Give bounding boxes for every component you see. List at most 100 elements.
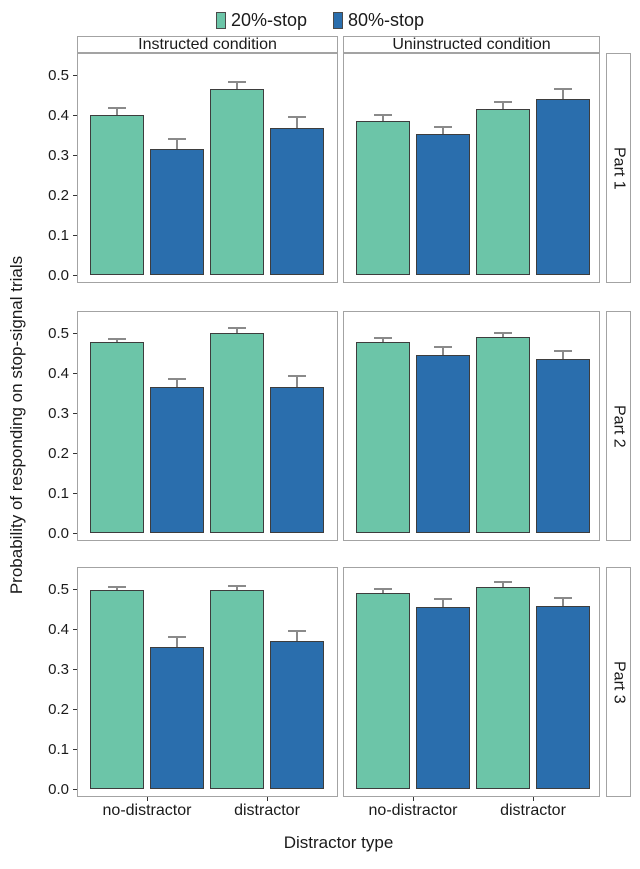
y-tick-mark: [73, 333, 77, 334]
y-tick-label: 0.1: [48, 741, 69, 758]
y-tick-mark: [73, 669, 77, 670]
error-bar-cap: [168, 377, 186, 380]
y-tick-mark: [73, 413, 77, 414]
y-tick-mark: [73, 235, 77, 236]
error-bar-cap: [374, 337, 392, 340]
x-tick-label-no-distractor: no-distractor: [368, 802, 458, 819]
error-bar-cap: [554, 88, 572, 91]
error-bar-cap: [168, 635, 186, 638]
facet-strip-part-2: Part 2: [606, 311, 631, 541]
y-tick-mark: [73, 709, 77, 710]
error-bar-stem: [296, 115, 298, 128]
error-bar-cap: [434, 598, 452, 601]
bar-no-distractor-20-stop: [356, 341, 410, 533]
x-tick-mark: [533, 797, 534, 801]
error-bar-cap: [554, 349, 572, 352]
error-bar-stem: [562, 88, 564, 99]
facet-strip-part-3: Part 3: [606, 567, 631, 797]
error-bar-cap: [228, 327, 246, 329]
y-tick-mark: [73, 589, 77, 590]
facet-strip-instructed-condition: Instructed condition: [77, 36, 338, 53]
error-bar-cap: [108, 586, 126, 589]
bar-no-distractor-80-stop: [150, 647, 204, 789]
error-bar-stem: [502, 581, 504, 587]
error-bar-stem: [442, 346, 444, 355]
teal-key-swatch-icon: [215, 11, 226, 29]
bar-distractor-80-stop: [536, 358, 590, 533]
y-tick-mark: [73, 275, 77, 276]
legend-label-20-stop: 20%-stop: [230, 10, 307, 30]
y-tick-mark: [73, 453, 77, 454]
bar-no-distractor-20-stop: [90, 589, 144, 789]
y-tick-label: 0.0: [48, 267, 69, 284]
error-bar-cap: [494, 331, 512, 334]
x-axis-title: Distractor type: [283, 833, 394, 852]
bar-distractor-80-stop: [270, 641, 324, 789]
error-bar-cap: [494, 101, 512, 104]
error-bar-cap: [108, 107, 126, 109]
bar-distractor-20-stop: [476, 109, 530, 275]
error-bar-stem: [442, 598, 444, 607]
y-tick-mark: [73, 789, 77, 790]
facet-strip-part-1: Part 1: [606, 53, 631, 283]
error-bar-cap: [374, 588, 392, 591]
bar-distractor-20-stop: [476, 337, 530, 533]
y-tick-label: 0.3: [48, 147, 69, 164]
y-tick-mark: [73, 629, 77, 630]
legend-item-80-stop: 80%-stop: [333, 11, 424, 29]
legend-item-20-stop: 20%-stop: [215, 10, 307, 30]
bar-no-distractor-80-stop: [150, 149, 204, 275]
y-tick-label: 0.0: [48, 781, 69, 798]
error-bar-cap: [108, 337, 126, 340]
bar-no-distractor-80-stop: [416, 354, 470, 533]
x-tick-mark: [147, 797, 148, 801]
error-bar-stem: [176, 137, 178, 149]
y-tick-mark: [73, 373, 77, 374]
y-tick-label: 0.2: [48, 187, 69, 204]
error-bar-cap: [374, 113, 392, 116]
y-tick-label: 0.2: [48, 701, 69, 718]
y-tick-label: 0.5: [48, 325, 69, 342]
x-tick-label-no-distractor: no-distractor: [102, 802, 192, 819]
x-tick-label-distractor: distractor: [234, 802, 300, 819]
error-bar-stem: [116, 107, 118, 115]
y-tick-label: 0.3: [48, 661, 69, 678]
y-tick-label: 0.4: [48, 621, 69, 638]
error-bar-stem: [176, 635, 178, 647]
y-tick-label: 0.4: [48, 365, 69, 382]
error-bar-cap: [434, 125, 452, 128]
legend: 20%-stop 80%-stop: [0, 7, 640, 33]
error-bar-stem: [562, 597, 564, 607]
bar-distractor-80-stop: [536, 606, 590, 789]
blue-key-swatch-icon: [333, 11, 343, 29]
y-tick-label: 0.4: [48, 107, 69, 124]
y-tick-label: 0.1: [48, 485, 69, 502]
error-bar-cap: [228, 80, 246, 83]
bar-distractor-20-stop: [210, 89, 264, 275]
error-bar-stem: [562, 349, 564, 359]
y-tick-label: 0.1: [48, 227, 69, 244]
y-tick-label: 0.0: [48, 525, 69, 542]
error-bar-stem: [176, 377, 178, 387]
y-tick-label: 0.2: [48, 445, 69, 462]
y-tick-label: 0.5: [48, 581, 69, 598]
error-bar-cap: [434, 346, 452, 349]
y-tick-mark: [73, 195, 77, 196]
y-tick-mark: [73, 115, 77, 116]
error-bar-cap: [288, 115, 306, 118]
bar-no-distractor-80-stop: [150, 387, 204, 533]
error-bar-stem: [382, 337, 384, 342]
x-tick-label-distractor: distractor: [500, 802, 566, 819]
error-bar-stem: [502, 101, 504, 109]
bar-distractor-20-stop: [210, 333, 264, 533]
y-tick-mark: [73, 75, 77, 76]
y-tick-label: 0.5: [48, 67, 69, 84]
bar-distractor-80-stop: [270, 127, 324, 275]
bar-distractor-80-stop: [270, 387, 324, 533]
y-tick-mark: [73, 533, 77, 534]
error-bar-stem: [296, 630, 298, 641]
x-tick-mark: [413, 797, 414, 801]
bar-no-distractor-20-stop: [356, 592, 410, 789]
error-bar-cap: [288, 630, 306, 633]
